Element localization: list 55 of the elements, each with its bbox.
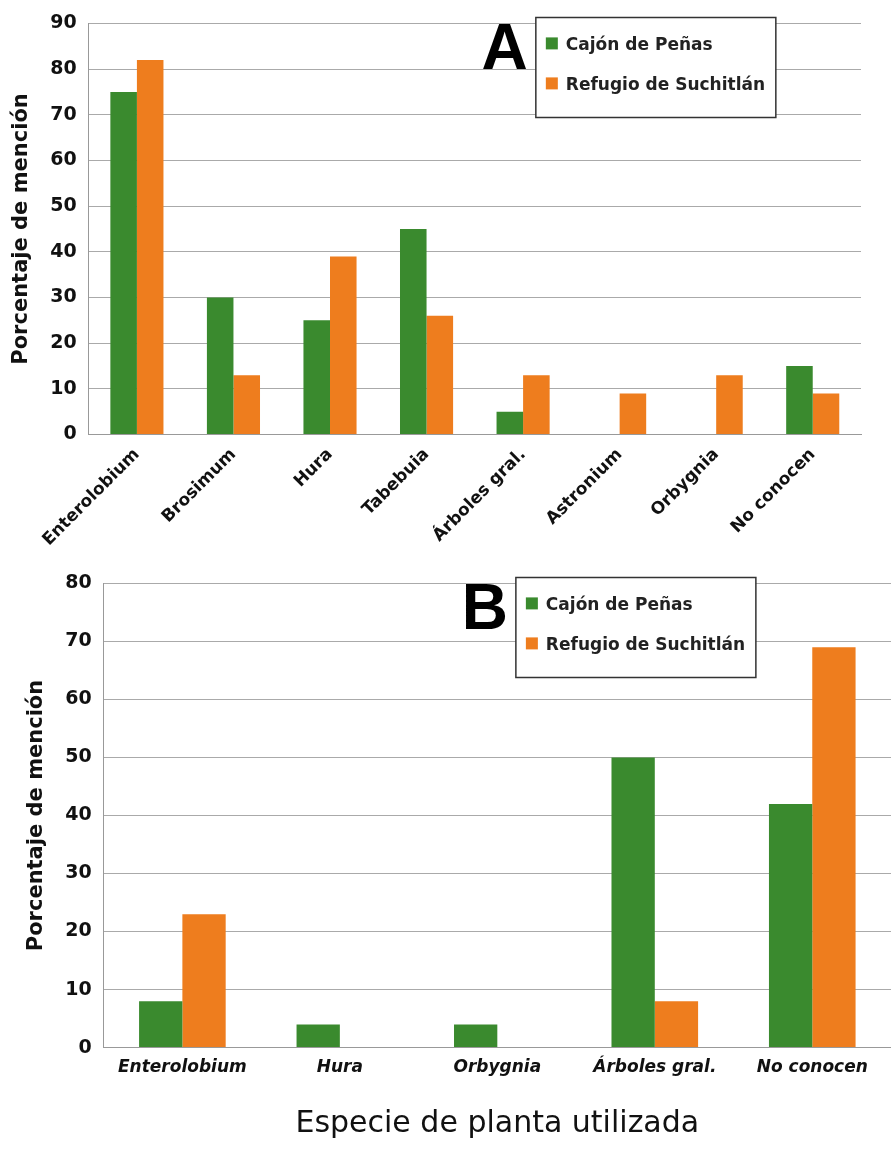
bar (611, 757, 655, 1048)
bar (619, 393, 647, 435)
bar (206, 297, 234, 435)
bar (426, 315, 454, 435)
x-axis-title: Especie de planta utilizada (295, 1103, 700, 1139)
y-tick-label: 80 (50, 56, 77, 79)
bar (786, 366, 813, 435)
bar (454, 1024, 498, 1048)
y-tick-label: 30 (50, 284, 77, 307)
bar (296, 1024, 340, 1048)
y-tick-label: 70 (50, 101, 77, 124)
bar (233, 375, 261, 435)
y-axis-title: Porcentaje de mención (8, 93, 33, 365)
legend-label: Cajón de Peñas (565, 33, 713, 54)
bar (182, 914, 226, 1048)
x-tick-label: Enterolobium (117, 1056, 247, 1077)
y-tick-label: 50 (50, 193, 77, 216)
bar (330, 256, 357, 435)
x-tick-label: Orbygnia (453, 1056, 542, 1077)
y-tick-label: 20 (65, 918, 92, 941)
bar (716, 375, 743, 435)
chart-title: A (481, 11, 528, 84)
x-tick-label: Árboles gral. (591, 1055, 717, 1077)
y-tick-label: 0 (78, 1034, 92, 1057)
bar (812, 393, 840, 435)
chart-title: B (461, 571, 508, 644)
x-tick-label: No conocen (756, 1056, 868, 1077)
y-tick-label: 80 (65, 570, 92, 593)
y-tick-label: 40 (65, 802, 92, 825)
bar (400, 228, 427, 435)
bar (496, 411, 524, 435)
bar (139, 1001, 183, 1048)
legend-label: Refugio de Suchitlán (565, 73, 766, 94)
y-tick-label: 40 (50, 238, 77, 261)
y-tick-label: 10 (65, 976, 92, 999)
y-tick-label: 50 (65, 744, 92, 767)
bar (110, 91, 137, 435)
bar (136, 59, 164, 435)
legend-label: Cajón de Peñas (545, 593, 693, 614)
y-tick-label: 10 (50, 375, 77, 398)
bar (768, 803, 813, 1048)
bar (654, 1001, 699, 1048)
bar (523, 375, 550, 435)
bar (812, 647, 856, 1048)
y-tick-label: 20 (50, 330, 77, 353)
bar (303, 320, 330, 435)
y-axis-title: Porcentaje de mención (23, 679, 48, 952)
y-tick-label: 0 (63, 421, 77, 444)
y-tick-label: 70 (65, 628, 92, 651)
y-tick-label: 60 (50, 147, 77, 170)
x-tick-label: Hura (316, 1056, 363, 1077)
y-tick-label: 30 (65, 860, 92, 883)
y-tick-label: 60 (65, 686, 92, 709)
y-tick-label: 90 (50, 10, 77, 33)
legend-label: Refugio de Suchitlán (545, 633, 746, 654)
